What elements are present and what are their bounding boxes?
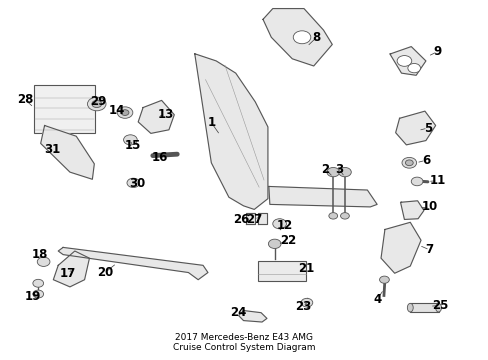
Text: 6: 6 (421, 154, 429, 167)
Circle shape (33, 279, 43, 287)
Circle shape (293, 31, 310, 44)
Text: 12: 12 (276, 219, 292, 232)
Text: 3: 3 (334, 163, 343, 176)
Text: 1: 1 (207, 116, 215, 129)
Text: 31: 31 (44, 143, 61, 156)
Polygon shape (138, 100, 174, 134)
Polygon shape (380, 222, 420, 273)
Polygon shape (238, 311, 266, 322)
Text: 8: 8 (312, 31, 320, 44)
Text: 15: 15 (125, 139, 141, 152)
Text: 5: 5 (423, 122, 431, 135)
Polygon shape (395, 111, 435, 145)
Polygon shape (400, 201, 423, 220)
Text: 24: 24 (230, 306, 246, 319)
Text: 9: 9 (432, 45, 441, 58)
Circle shape (379, 276, 388, 283)
Circle shape (272, 219, 286, 229)
Circle shape (401, 157, 416, 168)
Polygon shape (258, 213, 266, 224)
Text: 14: 14 (108, 104, 124, 117)
Circle shape (117, 107, 133, 118)
Text: 10: 10 (421, 201, 437, 213)
Polygon shape (246, 213, 255, 224)
Text: 20: 20 (97, 266, 113, 279)
Ellipse shape (435, 303, 441, 312)
FancyBboxPatch shape (34, 85, 95, 134)
Circle shape (37, 257, 50, 266)
Text: 27: 27 (245, 213, 262, 226)
Text: 22: 22 (280, 234, 296, 247)
Circle shape (121, 110, 129, 116)
Text: 19: 19 (24, 291, 41, 303)
Polygon shape (194, 54, 267, 210)
Circle shape (92, 100, 102, 108)
Text: 13: 13 (157, 108, 173, 121)
Ellipse shape (407, 303, 412, 312)
Circle shape (326, 167, 339, 177)
Circle shape (123, 135, 137, 145)
Circle shape (410, 177, 422, 186)
Text: 26: 26 (233, 213, 249, 226)
Circle shape (405, 160, 412, 166)
Text: 18: 18 (31, 248, 48, 261)
Circle shape (396, 55, 411, 66)
Circle shape (338, 167, 350, 177)
Circle shape (301, 298, 312, 307)
FancyBboxPatch shape (409, 303, 438, 312)
Text: 7: 7 (425, 243, 433, 256)
Polygon shape (58, 247, 207, 280)
Text: 29: 29 (90, 95, 106, 108)
Text: 25: 25 (431, 299, 448, 312)
Circle shape (87, 97, 106, 111)
Polygon shape (41, 126, 94, 179)
Text: 4: 4 (372, 293, 381, 306)
Circle shape (33, 290, 43, 298)
Text: 2017 Mercedes-Benz E43 AMG
Cruise Control System Diagram: 2017 Mercedes-Benz E43 AMG Cruise Contro… (173, 333, 315, 352)
Text: 30: 30 (129, 177, 145, 190)
Text: 23: 23 (294, 300, 310, 313)
Polygon shape (263, 9, 331, 66)
Text: 11: 11 (428, 174, 445, 187)
Circle shape (328, 213, 337, 219)
Polygon shape (268, 186, 376, 207)
Text: 17: 17 (60, 267, 76, 280)
Circle shape (127, 178, 140, 188)
Circle shape (268, 239, 281, 248)
Text: 28: 28 (17, 93, 33, 106)
Circle shape (407, 63, 420, 73)
Text: 16: 16 (151, 151, 167, 164)
FancyBboxPatch shape (258, 261, 305, 281)
Polygon shape (389, 46, 425, 75)
Circle shape (340, 213, 348, 219)
Polygon shape (53, 251, 89, 287)
Text: 2: 2 (321, 163, 329, 176)
Text: 21: 21 (297, 262, 313, 275)
